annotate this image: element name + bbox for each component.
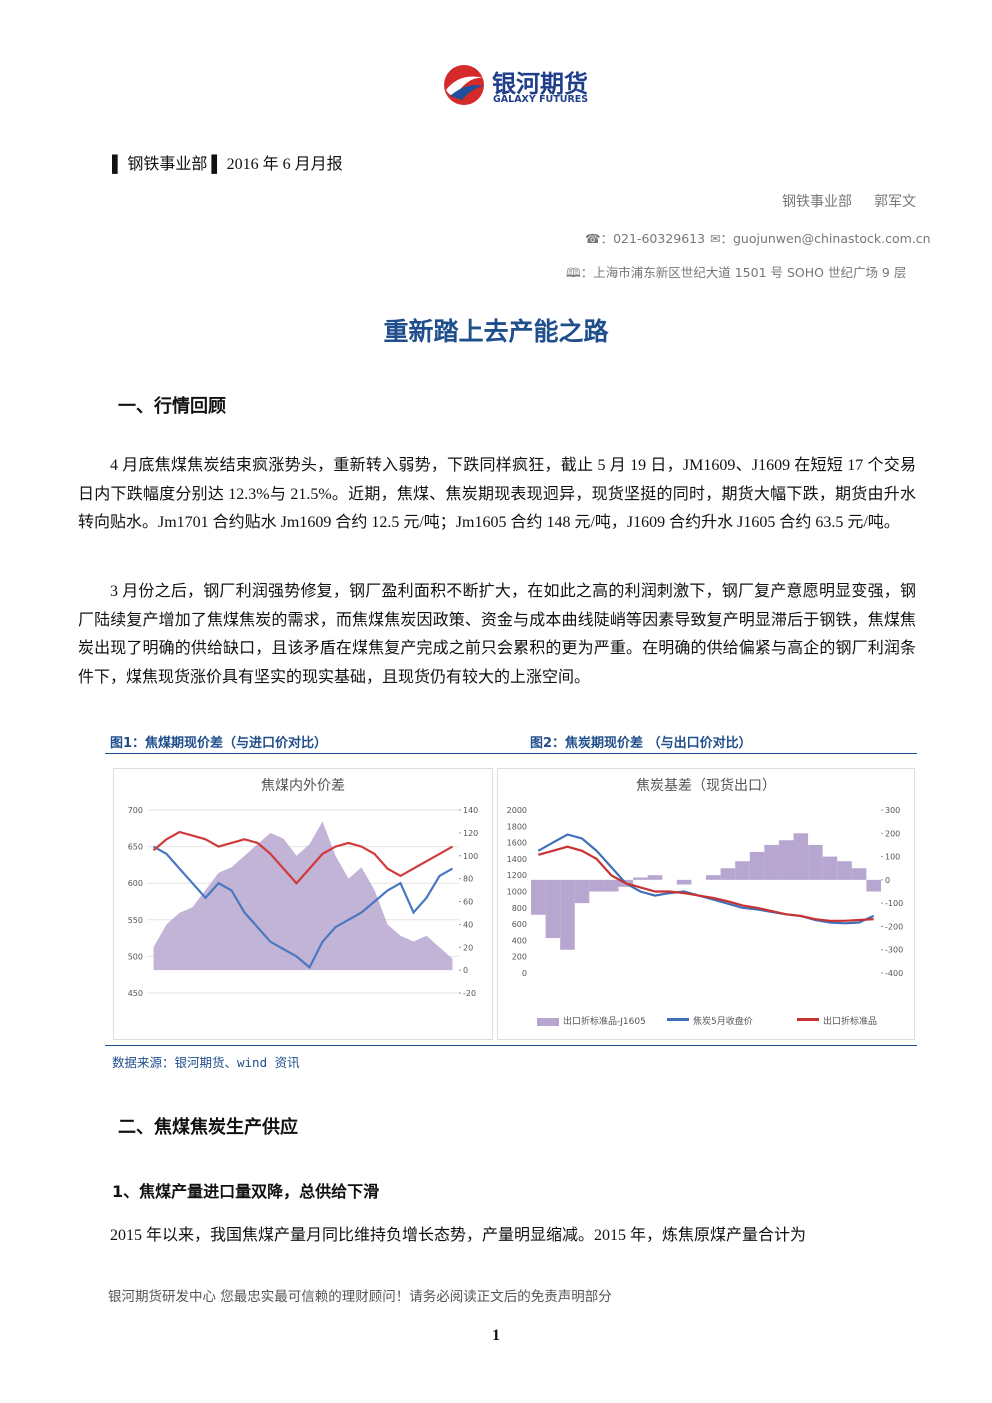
y2-tick-label: 60: [463, 898, 473, 907]
address: 🕮：上海市浦东新区世纪大道 1501 号 SOHO 世纪广场 9 层: [566, 265, 907, 280]
y-tick-label: 1200: [507, 871, 527, 880]
legend-swatch: [667, 1018, 689, 1021]
report-line: ▌ 钢铁事业部 ▌ 2016 年 6 月月报: [112, 156, 343, 173]
bar: [808, 844, 823, 880]
y-tick-label: 500: [128, 952, 143, 961]
y-tick-label: 1600: [507, 839, 527, 848]
y2-tick-label: -100: [885, 899, 903, 908]
bar: [866, 879, 881, 892]
bar: [793, 833, 809, 880]
legend-swatch: [537, 1018, 559, 1026]
bar: [633, 877, 648, 880]
y-tick-label: 650: [128, 843, 143, 852]
legend-label: 出口折标准品: [823, 1015, 877, 1027]
y-tick-label: 2000: [507, 806, 527, 815]
y-tick-label: 550: [128, 916, 143, 925]
logo-mark: [444, 65, 484, 105]
legend-label: 焦炭5月收盘价: [693, 1015, 753, 1027]
logo-en: GALAXY FUTURES: [493, 94, 589, 105]
bar: [545, 879, 561, 939]
y2-tick-label: 140: [463, 806, 478, 815]
bar: [574, 879, 590, 904]
paragraph: 4 月底焦煤焦炭结束疯涨势头，重新转入弱势，下跌同样疯狂，截止 5 月 19 日…: [78, 457, 916, 531]
bar: [589, 879, 604, 892]
phone: ☎：021-60329613: [585, 231, 706, 246]
y2-tick-label: -300: [885, 946, 903, 955]
chart: 焦炭基差（现货出口）020040060080010001200140016001…: [497, 768, 915, 1040]
bar: [647, 875, 663, 880]
line: [538, 845, 874, 922]
bar: [778, 840, 794, 880]
footer: 银河期货研发中心 您最忠实最可信赖的理财顾问！请务必阅读正文后的免责声明部分: [108, 1289, 612, 1305]
author-dept: 钢铁事业部: [782, 194, 852, 210]
line: [152, 845, 454, 970]
y-tick-label: 200: [512, 953, 527, 962]
y2-tick-label: 0: [885, 876, 890, 885]
bar: [706, 875, 721, 880]
section-heading: 二、焦煤焦炭生产供应: [118, 1117, 298, 1138]
y2-tick-label: -200: [885, 922, 903, 931]
legend-label: 出口折标准品-J1605: [563, 1015, 646, 1027]
y2-tick-label: 40: [463, 920, 473, 929]
y-tick-label: 600: [128, 879, 143, 888]
rule: [105, 1045, 917, 1046]
y-tick-label: 1800: [507, 822, 527, 831]
line: [152, 830, 454, 885]
page-number: 1: [492, 1327, 500, 1344]
report-title: 重新踏上去产能之路: [383, 317, 609, 346]
bar: [720, 868, 736, 880]
bar: [735, 861, 750, 880]
y2-tick-label: -400: [885, 969, 903, 978]
bar: [749, 851, 765, 880]
y2-tick-label: 300: [885, 806, 900, 815]
y-tick-label: 1000: [507, 888, 527, 897]
chart-title: 焦煤内外价差: [261, 778, 345, 794]
y-tick-label: 700: [128, 806, 143, 815]
y2-tick-label: 100: [463, 852, 478, 861]
logo-cn: 银河期货: [492, 70, 588, 98]
bar: [764, 844, 779, 880]
bar: [851, 868, 867, 880]
y-tick-label: 450: [128, 989, 143, 998]
figure-caption: 图1：焦煤期现价差（与进口价对比）: [110, 736, 328, 751]
y-tick-label: 600: [512, 920, 527, 929]
y2-tick-label: 120: [463, 829, 478, 838]
paragraph: 2015 年以来，我国焦煤产量月同比维持负增长态势，产量明显缩减。2015 年，…: [110, 1227, 807, 1244]
y-tick-label: 0: [522, 969, 527, 978]
source: 数据来源：银河期货、wind 资讯: [112, 1055, 300, 1070]
bar: [822, 856, 838, 880]
bar: [560, 879, 575, 950]
bar: [531, 879, 546, 915]
y2-tick-label: 200: [885, 829, 900, 838]
sub-heading: 1、焦煤产量进口量双降，总供给下滑: [112, 1182, 380, 1201]
author-name: 郭军文: [874, 194, 916, 210]
legend-swatch: [797, 1018, 819, 1021]
y-tick-label: 400: [512, 936, 527, 945]
bar: [837, 861, 852, 880]
paragraph: 3 月份之后，钢厂利润强势修复，钢厂盈利面积不断扩大，在如此之高的利润刺激下，钢…: [78, 583, 916, 686]
section-heading: 一、行情回顾: [118, 396, 226, 417]
chart-title: 焦炭基差（现货出口）: [636, 777, 776, 794]
email: ✉：guojunwen@chinastock.com.cn: [710, 231, 931, 246]
y2-tick-label: 100: [885, 853, 900, 862]
figure-caption: 图2：焦炭期现价差 （与出口价对比）: [530, 736, 752, 751]
y2-tick-label: 80: [463, 875, 473, 884]
y2-tick-label: 0: [463, 966, 468, 975]
y-tick-label: 800: [512, 904, 527, 913]
bar: [603, 879, 619, 892]
y-tick-label: 1400: [507, 855, 527, 864]
chart: 焦煤内外价差 450 500 550 600 650 700 -20 0 20 40 60 80 100 1…: [113, 768, 493, 1040]
y2-tick-label: 20: [463, 943, 473, 952]
rule: [105, 753, 917, 754]
y2-tick-label: -20: [463, 989, 476, 998]
bar: [676, 879, 692, 885]
area: [153, 821, 453, 971]
